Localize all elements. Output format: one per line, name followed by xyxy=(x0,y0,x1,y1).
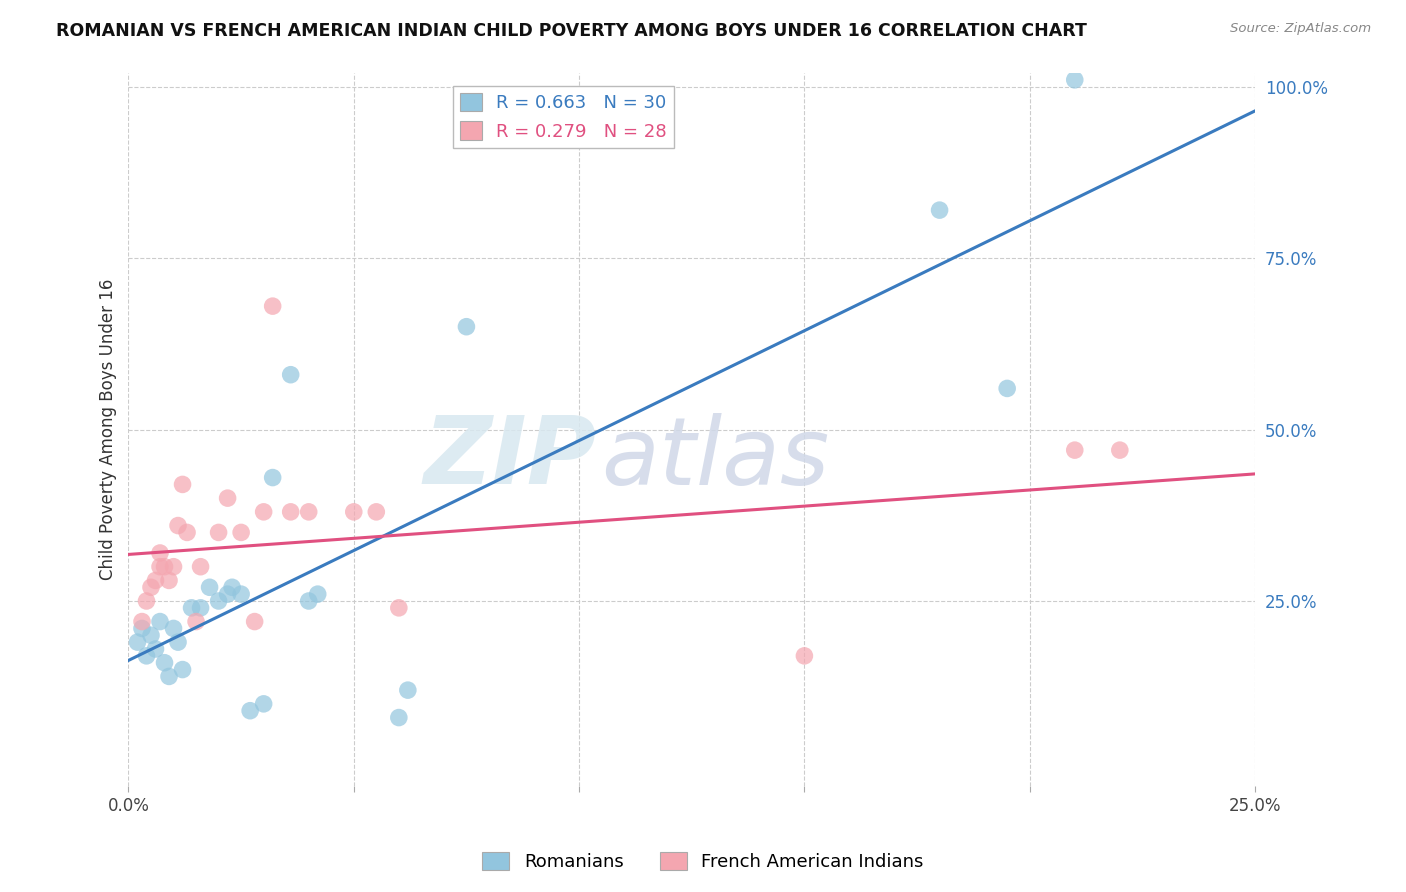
Point xyxy=(198,580,221,594)
Point xyxy=(172,663,194,677)
Legend: R = 0.663   N = 30, R = 0.279   N = 28: R = 0.663 N = 30, R = 0.279 N = 28 xyxy=(453,86,673,148)
Point xyxy=(253,505,276,519)
Point xyxy=(172,477,194,491)
Point xyxy=(307,587,329,601)
Legend: Romanians, French American Indians: Romanians, French American Indians xyxy=(475,845,931,879)
Point xyxy=(217,587,239,601)
Point xyxy=(176,525,198,540)
Point xyxy=(162,559,184,574)
Point xyxy=(149,615,172,629)
Text: atlas: atlas xyxy=(602,413,830,504)
Point xyxy=(139,580,162,594)
Point xyxy=(157,669,180,683)
Point xyxy=(366,505,388,519)
Point xyxy=(253,697,276,711)
Point xyxy=(145,642,167,657)
Point xyxy=(928,203,950,218)
Point xyxy=(149,559,172,574)
Point xyxy=(262,470,284,484)
Point xyxy=(153,656,176,670)
Point xyxy=(131,615,153,629)
Point xyxy=(184,615,207,629)
Point xyxy=(229,587,252,601)
Point xyxy=(131,622,153,636)
Point xyxy=(190,559,212,574)
Point xyxy=(207,525,229,540)
Point xyxy=(1063,443,1085,458)
Point xyxy=(280,368,302,382)
Point xyxy=(793,648,815,663)
Point xyxy=(221,580,243,594)
Point xyxy=(127,635,149,649)
Point xyxy=(207,594,229,608)
Point xyxy=(149,546,172,560)
Point xyxy=(162,622,184,636)
Point xyxy=(157,574,180,588)
Text: ROMANIAN VS FRENCH AMERICAN INDIAN CHILD POVERTY AMONG BOYS UNDER 16 CORRELATION: ROMANIAN VS FRENCH AMERICAN INDIAN CHILD… xyxy=(56,22,1087,40)
Point xyxy=(262,299,284,313)
Point xyxy=(167,635,190,649)
Point xyxy=(388,600,411,615)
Point xyxy=(139,628,162,642)
Point xyxy=(239,704,262,718)
Point xyxy=(1108,443,1130,458)
Point xyxy=(280,505,302,519)
Point xyxy=(243,615,266,629)
Text: Source: ZipAtlas.com: Source: ZipAtlas.com xyxy=(1230,22,1371,36)
Text: ZIP: ZIP xyxy=(423,412,596,504)
Point xyxy=(135,648,157,663)
Point xyxy=(396,683,419,698)
Point xyxy=(1063,73,1085,87)
Point xyxy=(229,525,252,540)
Point xyxy=(298,505,321,519)
Point xyxy=(298,594,321,608)
Point xyxy=(995,381,1018,395)
Point xyxy=(145,574,167,588)
Point xyxy=(153,559,176,574)
Point xyxy=(456,319,478,334)
Point xyxy=(180,600,202,615)
Point xyxy=(190,600,212,615)
Point xyxy=(388,710,411,724)
Point xyxy=(343,505,366,519)
Point xyxy=(167,518,190,533)
Y-axis label: Child Poverty Among Boys Under 16: Child Poverty Among Boys Under 16 xyxy=(100,279,117,581)
Point xyxy=(135,594,157,608)
Point xyxy=(217,491,239,505)
